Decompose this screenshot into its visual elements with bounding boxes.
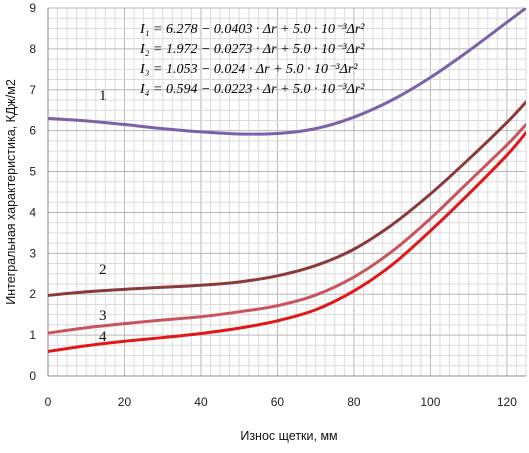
y-tick-label: 5 [29,165,36,179]
series-line-3 [48,123,526,335]
curve-label-1: 1 [99,88,107,104]
y-tick-label: 3 [29,246,36,260]
y-tick-label: 2 [29,287,36,301]
x-tick-label: 60 [271,395,285,409]
y-tick-label: 0 [29,369,36,383]
x-tick-label: 0 [45,395,52,409]
x-tick-label: 100 [420,395,440,409]
y-tick-label: 7 [29,83,36,97]
grid [47,7,527,377]
formula-3: I₃ = 1.053 − 0.024 · Δr + 5.0 · 10⁻³Δr² [139,62,358,77]
x-tick-label: 80 [347,395,361,409]
y-tick-label: 9 [29,1,36,15]
tick-labels: 0 20 40 60 80 100 120 0 1 2 3 4 5 6 7 8 9 [29,1,517,409]
curve-labels: 1 2 3 4 [99,88,107,345]
x-tick-label: 120 [497,395,517,409]
formula-2: I₂ = 1.972 − 0.0273 · Δr + 5.0 · 10⁻³Δr² [139,42,365,57]
curve-label-2: 2 [99,262,107,278]
curve-label-3: 3 [99,308,107,324]
y-tick-label: 8 [29,42,36,56]
x-axis-title: Износ щетки, мм [240,429,337,443]
formula-4: I₄ = 0.594 − 0.0223 · Δr + 5.0 · 10⁻³Δr² [139,82,365,97]
y-tick-label: 1 [29,328,36,342]
curve-label-4: 4 [99,329,107,345]
series-layer [48,8,526,353]
y-axis-title: Интегральная характеристика, КДж/м2 [4,79,18,305]
series-line-1 [48,8,526,136]
x-tick-label: 40 [194,395,208,409]
y-tick-label: 6 [29,124,36,138]
y-tick-label: 4 [29,205,36,219]
series-line-4 [48,131,526,353]
x-tick-label: 20 [118,395,132,409]
formula-box: I₁ = 6.278 − 0.0403 · Δr + 5.0 · 10⁻³Δr²… [139,22,365,97]
formula-1: I₁ = 6.278 − 0.0403 · Δr + 5.0 · 10⁻³Δr² [139,22,365,37]
series-line-2 [48,100,526,297]
